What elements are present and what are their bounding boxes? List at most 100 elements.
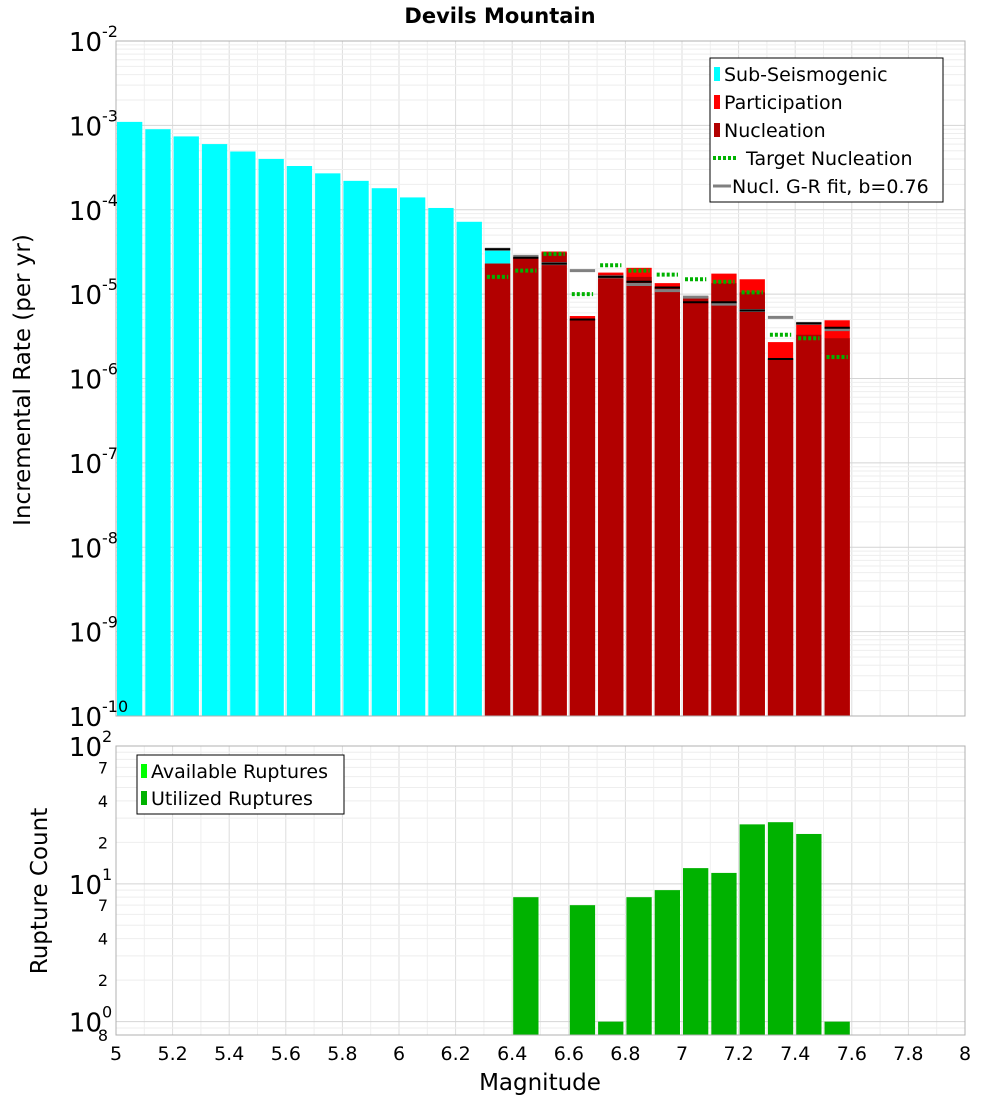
x-tick-label: 7.6 (837, 1043, 867, 1065)
top-bars (117, 121, 850, 717)
y-tick-label: 10 (69, 281, 102, 311)
utilized-ruptures-bar (626, 897, 652, 1035)
y-tick-label: 10 (69, 871, 102, 901)
y-tick-exponent: -4 (102, 191, 118, 210)
nucleation-bar (654, 287, 680, 716)
bottom-plot-frame (115, 745, 966, 1036)
sub-seismogenic-bar (343, 180, 369, 716)
y-tick-exponent: -7 (102, 444, 118, 463)
y-tick-label: 10 (69, 112, 102, 142)
y-minor-tick-label: 4 (98, 930, 108, 949)
x-tick-label: 6.8 (610, 1043, 640, 1065)
legend-label: Participation (724, 92, 843, 114)
y-tick-label: 10 (69, 197, 102, 227)
legend-swatch (714, 95, 720, 109)
x-tick-label: 7.4 (780, 1043, 810, 1065)
top-legend: Sub-Seismogenic Participation Nucleation Ta… (709, 57, 944, 203)
nucleation-bar (598, 274, 624, 716)
y-minor-tick-label: 2 (98, 833, 108, 852)
nucleation-bar (796, 334, 822, 716)
sub-seismogenic-bar (371, 188, 397, 717)
y-tick-label: 10 (69, 1009, 102, 1039)
y-tick-exponent: -8 (102, 528, 118, 547)
nucleation-bar (513, 257, 539, 716)
legend-label: Available Ruptures (151, 761, 328, 783)
y-tick-label: 10 (69, 733, 102, 763)
x-axis-label: Magnitude (479, 1070, 601, 1096)
top-y-axis-label: Incremental Rate (per yr) (10, 234, 36, 526)
nucleation-bar (569, 319, 596, 716)
sub-seismogenic-bar (258, 158, 284, 717)
nucleation-bar (711, 283, 737, 716)
y-minor-tick-label: 8 (98, 1026, 108, 1045)
utilized-ruptures-bar (824, 1021, 850, 1035)
utilized-ruptures-bar (711, 872, 737, 1035)
x-tick-label: 6.6 (554, 1043, 584, 1065)
y-tick-label: 10 (69, 366, 102, 396)
x-tick-label: 7 (676, 1043, 688, 1065)
nucleation-bar (739, 292, 765, 716)
utilized-ruptures-bar (683, 868, 709, 1035)
x-tick-label: 5.8 (327, 1043, 357, 1065)
x-tick-label: 7.2 (723, 1043, 753, 1065)
y-tick-exponent: 2 (102, 727, 112, 746)
legend-box (709, 57, 944, 203)
x-tick-labels: 5 5.2 5.4 5.6 5.8 6 6.2 6.4 6.6 6.8 7 7.2 7.4 7.6 7.8 8 (110, 1043, 971, 1065)
x-tick-label: 5 (110, 1043, 122, 1065)
utilized-ruptures-bar (598, 1021, 624, 1035)
nucleation-bar (683, 297, 709, 716)
nucleation-bar (626, 276, 652, 716)
y-tick-exponent: 1 (102, 865, 112, 884)
y-tick-exponent: -3 (102, 106, 118, 125)
utilized-ruptures-bar (796, 833, 822, 1035)
y-minor-tick-label: 2 (98, 971, 108, 990)
top-frame-rect (115, 40, 966, 717)
sub-seismogenic-bar (456, 221, 482, 716)
x-tick-label: 8 (959, 1043, 971, 1065)
x-tick-label: 6 (393, 1043, 405, 1065)
sub-seismogenic-bar (400, 197, 426, 717)
legend-label: Target Nucleation (745, 148, 913, 170)
bottom-legend: Available Ruptures Utilized Ruptures (136, 754, 345, 815)
x-tick-label: 7.8 (893, 1043, 923, 1065)
legend-label: Utilized Ruptures (151, 788, 313, 810)
y-tick-label: 10 (69, 28, 102, 58)
legend-swatch (714, 123, 720, 137)
top-plot-frame (115, 40, 966, 717)
sub-seismogenic-bar (173, 136, 199, 716)
legend-label: Nucleation (724, 120, 826, 142)
y-tick-exponent: 0 (102, 1003, 112, 1022)
bottom-bars (513, 822, 850, 1035)
sub-seismogenic-bar (230, 151, 256, 716)
nucleation-bar (541, 252, 567, 716)
legend-swatch (141, 764, 147, 778)
legend-swatch (141, 791, 147, 805)
utilized-ruptures-bar (739, 824, 765, 1035)
y-tick-exponent: -9 (102, 613, 118, 632)
sub-seismogenic-bar (201, 144, 228, 716)
y-tick-exponent: -6 (102, 360, 118, 379)
legend-label: Nucl. G-R fit, b=0.76 (732, 176, 929, 198)
sub-seismogenic-bar (286, 166, 313, 717)
y-tick-label: 10 (69, 534, 102, 564)
legend-box (136, 754, 345, 815)
y-minor-tick-label: 7 (98, 758, 108, 777)
x-tick-label: 5.2 (157, 1043, 187, 1065)
sub-seismogenic-bar (315, 173, 341, 716)
y-tick-exponent: -10 (102, 697, 128, 716)
y-tick-exponent: -2 (102, 22, 118, 41)
sub-seismogenic-bar (428, 207, 454, 716)
sub-seismogenic-bar (117, 121, 143, 716)
top-y-tick-labels: 10-210-310-410-510-610-710-810-910-10 (69, 22, 128, 733)
utilized-ruptures-bar (654, 890, 680, 1035)
utilized-ruptures-bar (767, 822, 794, 1035)
y-minor-tick-label: 7 (98, 896, 108, 915)
utilized-ruptures-bar (569, 905, 596, 1035)
x-tick-label: 5.6 (271, 1043, 301, 1065)
x-tick-label: 6.4 (497, 1043, 527, 1065)
nucleation-bar (484, 263, 511, 716)
y-tick-label: 10 (69, 450, 102, 480)
chart-title: Devils Mountain (404, 4, 595, 28)
